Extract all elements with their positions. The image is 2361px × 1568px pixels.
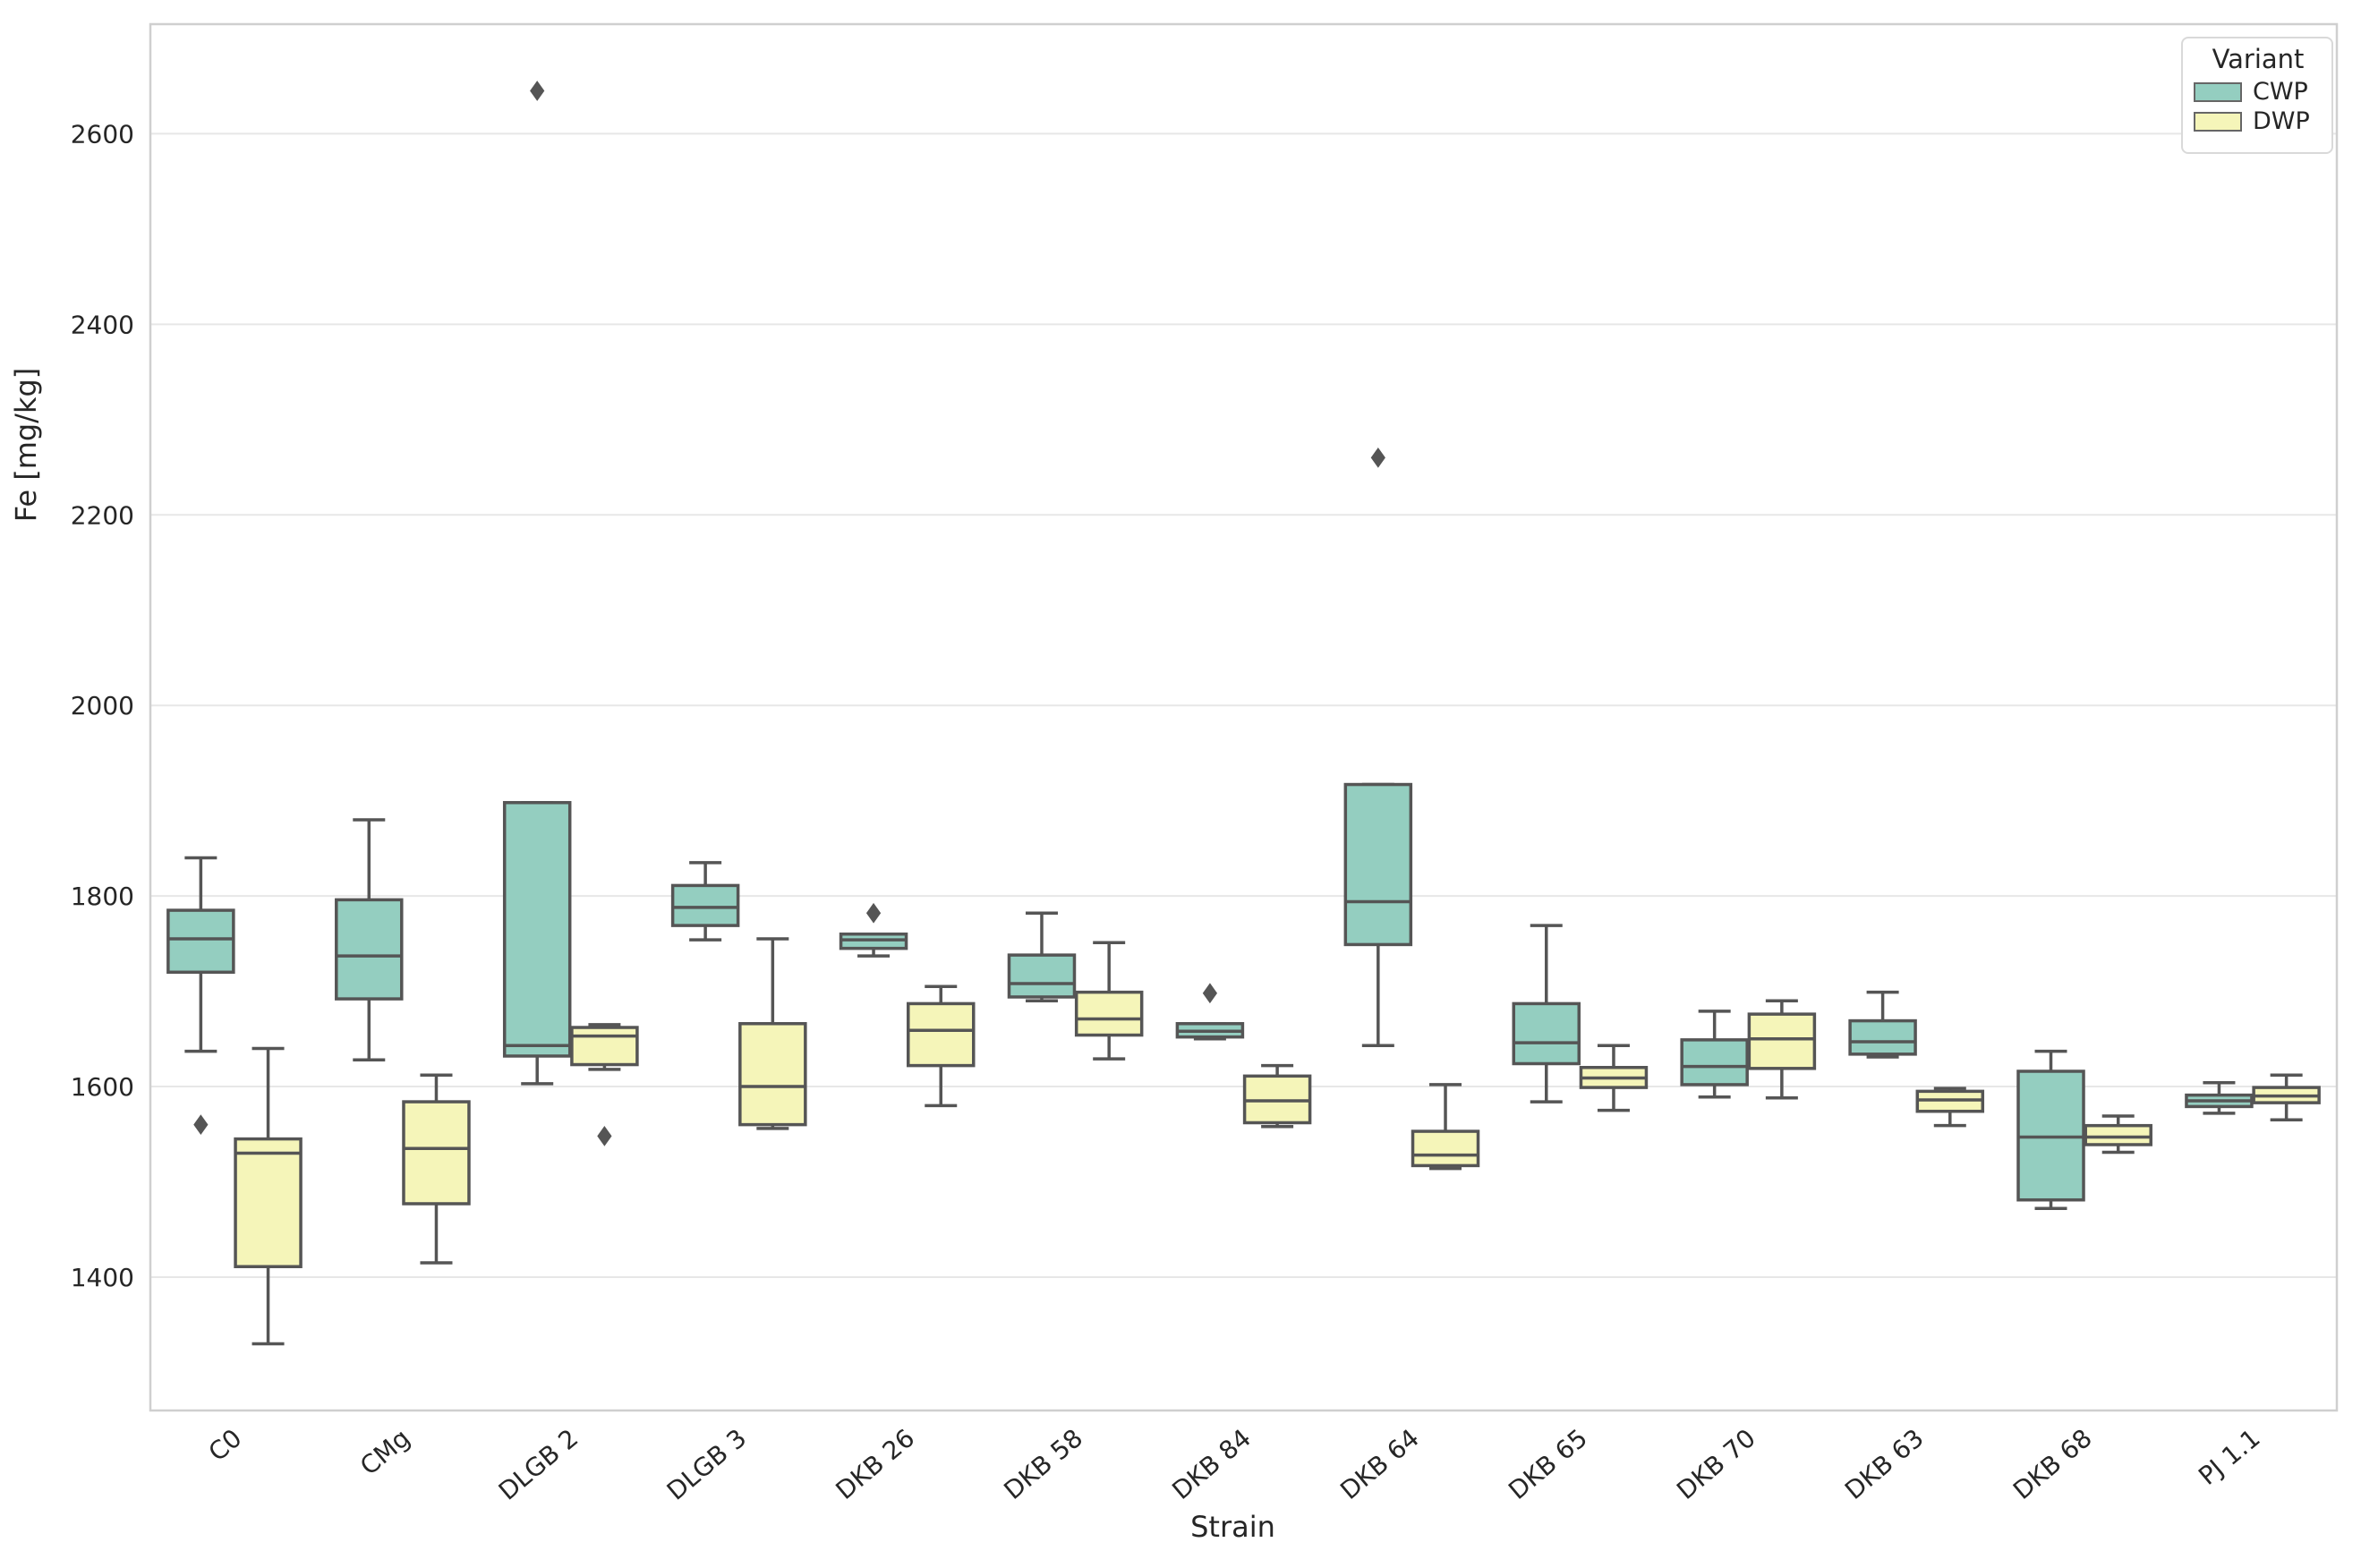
outlier-diamond-icon [193, 1114, 209, 1135]
y-tick-label-2600: 2600 [71, 119, 134, 149]
box-pj-1-1-cwp [2185, 1081, 2254, 1115]
box-c0-cwp [166, 856, 235, 1135]
x-tick-label-dlgb-2: DLGB 2 [493, 1423, 584, 1506]
y-tick-label-2200: 2200 [71, 500, 134, 530]
iqr-box [1007, 953, 1077, 999]
iqr-box [1343, 782, 1413, 947]
box-dkb-84-cwp [1175, 983, 1245, 1041]
x-tick-label-dkb-70: DKB 70 [1671, 1423, 1761, 1505]
plot-border [149, 22, 2339, 1412]
box-dkb-63-cwp [1848, 990, 1917, 1059]
x-tick-label-dkb-63: DKB 63 [1839, 1423, 1930, 1505]
x-tick-label-dkb-65: DKB 65 [1503, 1423, 1593, 1505]
legend-entry-cwp: CWP [2194, 80, 2323, 104]
x-tick-label-dkb-58: DKB 58 [998, 1423, 1088, 1505]
y-axis-label: Fe [mg/kg] [9, 368, 43, 523]
legend-title: Variant [2212, 44, 2305, 74]
iqr-box [234, 1137, 303, 1268]
box-dkb-63-dwp [1915, 1087, 1985, 1128]
iqr-box [1074, 990, 1144, 1037]
y-tick-label-2400: 2400 [71, 310, 134, 339]
x-tick-label-dlgb-3: DLGB 3 [661, 1423, 752, 1506]
box-dkb-68-cwp [2016, 1049, 2085, 1211]
iqr-box [1680, 1038, 1749, 1087]
legend-swatch-dwp-icon [2194, 111, 2242, 132]
legend-label-cwp: CWP [2253, 78, 2308, 106]
y-tick-label-1800: 1800 [71, 882, 134, 911]
x-tick-label-dkb-68: DKB 68 [2007, 1423, 2098, 1505]
outlier-diamond-icon [865, 902, 882, 924]
x-tick-label-dkb-26: DKB 26 [831, 1423, 921, 1505]
box-dlgb-3-cwp [670, 861, 740, 942]
iqr-box [738, 1022, 807, 1127]
box-dkb-64-dwp [1411, 1083, 1480, 1171]
x-tick-label-c0: C0 [203, 1423, 248, 1467]
box-dkb-70-dwp [1747, 999, 1817, 1100]
box-dkb-26-dwp [907, 984, 976, 1108]
box-cmg-dwp [402, 1073, 471, 1265]
iqr-box [2084, 1123, 2152, 1146]
iqr-box [502, 801, 572, 1058]
y-tick-label-1400: 1400 [71, 1263, 134, 1292]
y-tick-label-1600: 1600 [71, 1072, 134, 1102]
box-dkb-65-cwp [1512, 924, 1581, 1104]
box-dlgb-2-cwp [502, 81, 572, 1086]
legend-entry-dwp: DWP [2194, 109, 2323, 133]
legend-label-dwp: DWP [2253, 107, 2310, 135]
x-tick-label-dkb-64: DKB 64 [1334, 1423, 1425, 1505]
box-pj-1-1-dwp [2252, 1073, 2321, 1122]
box-dkb-65-dwp [1579, 1044, 1649, 1112]
x-tick-label-pj-1-1: PJ 1.1 [2193, 1423, 2265, 1491]
x-axis-label: Strain [1190, 1510, 1275, 1544]
outlier-diamond-icon [530, 81, 545, 101]
iqr-box [402, 1100, 471, 1206]
box-dkb-58-dwp [1074, 941, 1144, 1061]
outlier-diamond-icon [597, 1126, 612, 1146]
iqr-box [570, 1026, 639, 1067]
box-dkb-64-cwp [1343, 447, 1413, 1048]
box-dkb-68-dwp [2084, 1114, 2152, 1155]
iqr-box [1747, 1012, 1817, 1070]
legend-swatch-cwp-icon [2194, 81, 2242, 102]
outlier-diamond-icon [1202, 983, 1218, 1004]
box-c0-dwp [234, 1046, 303, 1346]
box-cmg-cwp [335, 818, 404, 1061]
x-tick-label-dkb-84: DKB 84 [1166, 1423, 1257, 1505]
iqr-box [670, 883, 740, 927]
iqr-box [907, 1001, 976, 1068]
iqr-box [1848, 1018, 1917, 1056]
y-tick-label-2000: 2000 [71, 691, 134, 720]
legend: Variant CWP DWP [2181, 37, 2333, 154]
box-dkb-26-cwp [839, 902, 908, 958]
iqr-box [1411, 1129, 1480, 1168]
iqr-box [1512, 1001, 1581, 1066]
iqr-box [335, 898, 404, 1001]
iqr-box [166, 908, 235, 975]
box-dkb-58-cwp [1007, 911, 1077, 1002]
box-dkb-70-cwp [1680, 1010, 1749, 1099]
box-dkb-84-dwp [1242, 1063, 1312, 1129]
outlier-diamond-icon [1370, 447, 1385, 468]
x-tick-label-cmg: CMg [354, 1423, 415, 1481]
box-dlgb-3-dwp [738, 937, 807, 1130]
box-dlgb-2-dwp [570, 1023, 639, 1146]
